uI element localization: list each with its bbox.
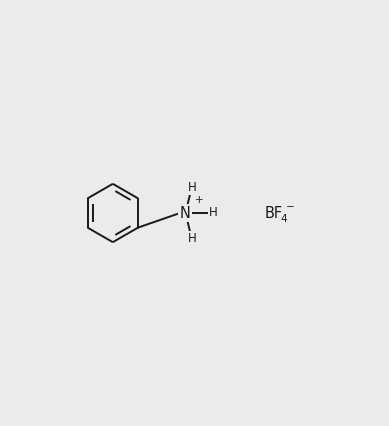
Text: H: H — [209, 207, 217, 219]
Text: H: H — [188, 232, 197, 245]
Text: N: N — [179, 205, 190, 221]
Text: 4: 4 — [281, 214, 287, 224]
Text: +: + — [195, 195, 204, 205]
Text: −: − — [286, 202, 294, 212]
Text: H: H — [188, 181, 197, 194]
Text: BF: BF — [265, 205, 283, 221]
